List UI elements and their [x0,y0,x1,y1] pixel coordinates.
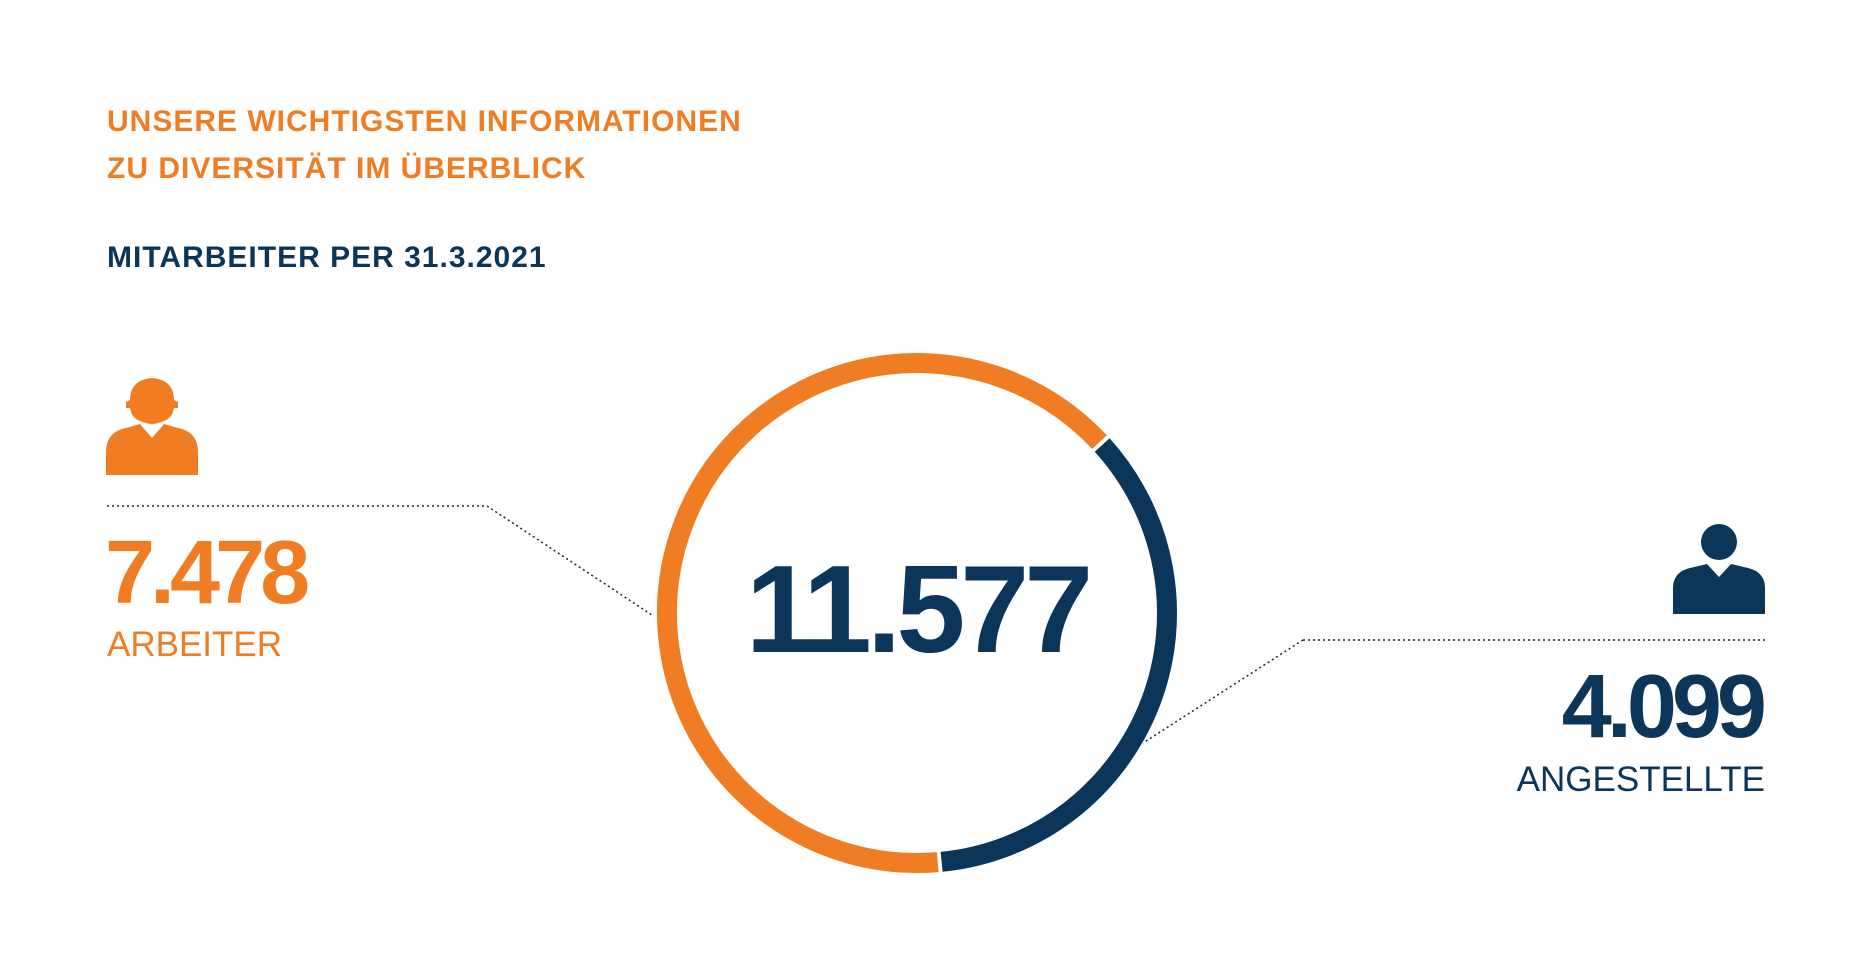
donut-slice-arbeiter [657,353,1107,873]
angestellte-label: ANGESTELLTE [1517,760,1765,799]
callout-angestellte: 4.099 ANGESTELLTE [1142,524,1769,799]
donut-total-value: 11.577 [746,541,1088,679]
donut-slice-angestellte [940,438,1177,872]
callout-connector-arbeiter [486,505,653,616]
angestellte-value: 4.099 [1562,657,1764,757]
callout-arbeiter: 7.478 ARBEITER [105,378,653,664]
callout-connector-angestellte [1142,639,1304,744]
office-employee-icon [1673,524,1765,614]
heading-line-2: ZU DIVERSITÄT IM ÜBERBLICK [107,152,587,185]
heading-line-1: UNSERE WICHTIGSTEN INFORMATIONEN [107,105,742,138]
chart-subtitle: MITARBEITER PER 31.3.2021 [107,241,547,274]
arbeiter-value: 7.478 [105,523,308,623]
arbeiter-label: ARBEITER [107,625,282,664]
construction-worker-icon [106,378,198,475]
page-heading: UNSERE WICHTIGSTEN INFORMATIONEN ZU DIVE… [107,98,742,192]
